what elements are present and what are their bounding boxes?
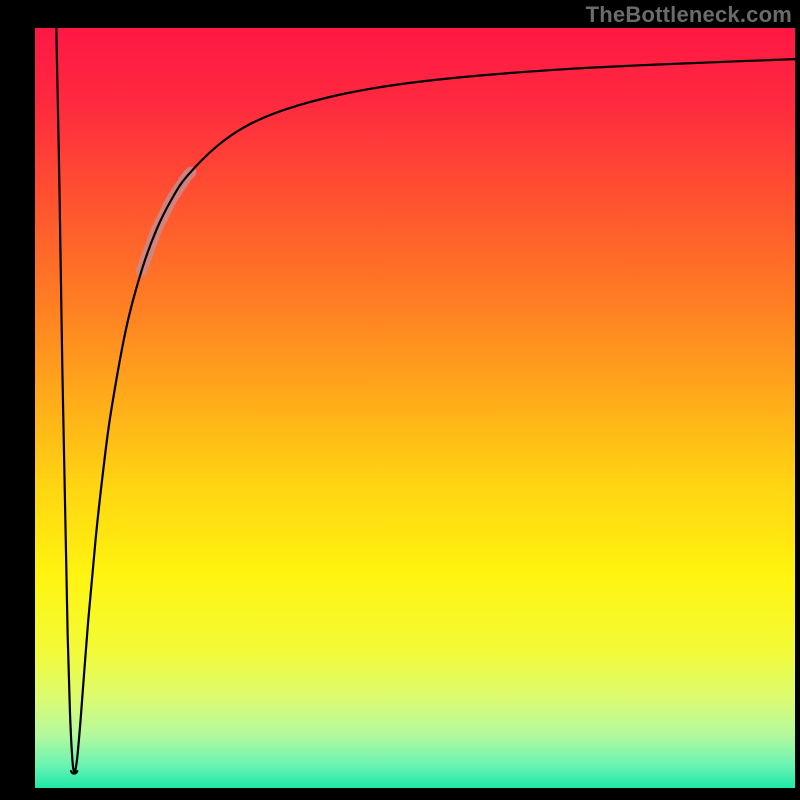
watermark-text: TheBottleneck.com (586, 2, 792, 28)
chart-stage: TheBottleneck.com (0, 0, 800, 800)
chart-svg (0, 0, 800, 800)
plot-area (35, 28, 795, 788)
